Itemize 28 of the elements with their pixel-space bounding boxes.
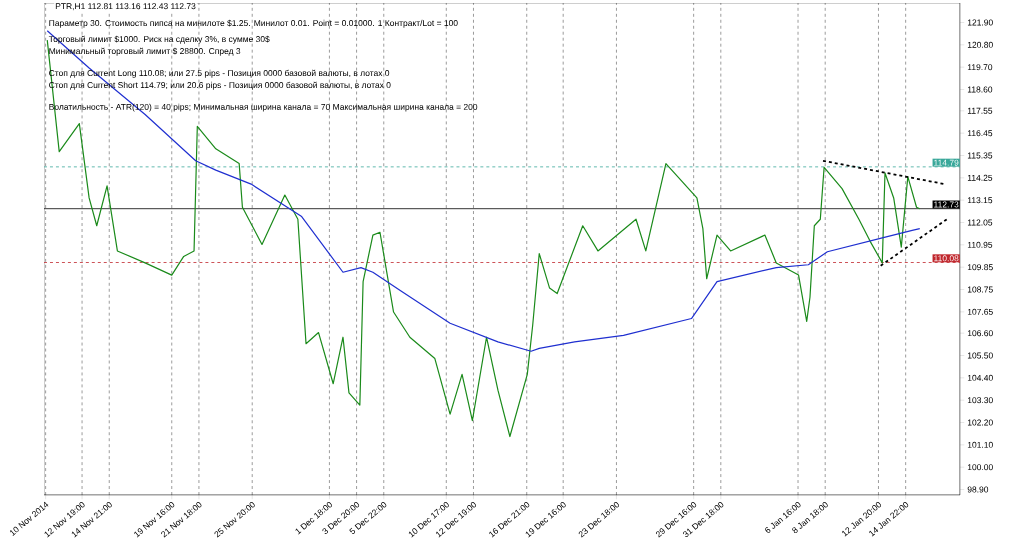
y-tick-label: 104.40: [967, 374, 993, 381]
line-series: [46, 30, 921, 352]
y-tick-label: 100.00: [967, 464, 993, 471]
y-tick-label: 110.95: [967, 241, 993, 248]
y-tick-label: 120.80: [967, 41, 993, 48]
y-tick-label: 108.75: [967, 286, 993, 293]
y-tick-label: 98.90: [967, 486, 989, 493]
ref-line-label: 114.79: [934, 159, 959, 166]
y-tick-label: 119.70: [967, 64, 993, 71]
y-tick-label: 109.85: [967, 264, 993, 271]
y-tick-label: 116.45: [967, 130, 993, 137]
y-tick-label: 117.55: [967, 107, 993, 114]
y-tick-label: 102.20: [967, 419, 993, 426]
y-tick-label: 112.05: [967, 219, 993, 226]
y-tick-label: 118.60: [967, 86, 993, 93]
chart-title: PTR,H1 112.81 113.16 112.43 112.73: [55, 3, 196, 11]
annotation: Параметр 30. Стоимость пипса на минилоте $1.25. Минилот 0.01. Point = 0.01000. 1 Контракт/Lot = 100: [49, 19, 458, 28]
ref-line-label: 112.73: [934, 201, 959, 208]
y-tick-label: 121.90: [967, 19, 993, 26]
ref-line-label: 110.08: [934, 255, 959, 262]
y-tick-label: 103.30: [967, 397, 993, 404]
y-tick-label: 113.15: [967, 197, 993, 204]
y-tick-label: 115.35: [967, 152, 993, 159]
y-tick-label: 114.25: [967, 174, 993, 181]
y-tick-label: 107.65: [967, 308, 993, 315]
y-tick-label: 106.60: [967, 330, 993, 337]
y-tick-label: 101.10: [967, 441, 993, 448]
y-tick-label: 105.50: [967, 352, 993, 359]
